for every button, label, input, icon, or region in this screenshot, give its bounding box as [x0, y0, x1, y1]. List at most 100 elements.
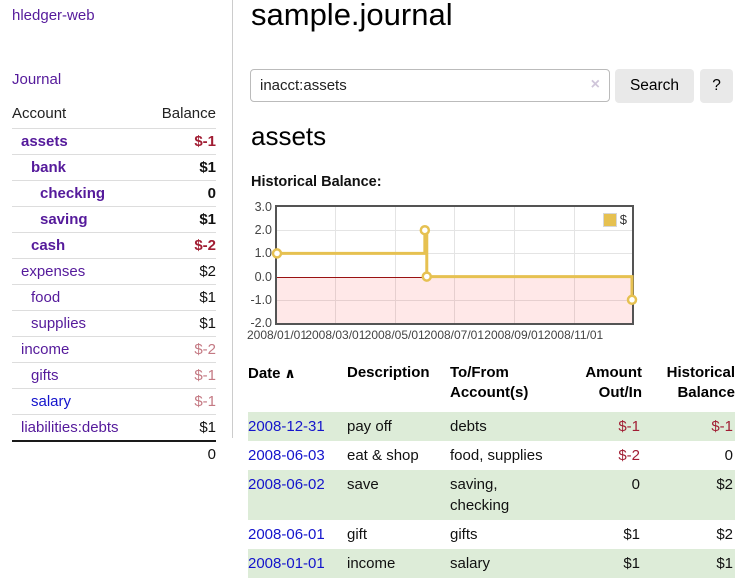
- account-balance: $-1: [147, 128, 216, 155]
- register-table: Date ∧ Description To/From Account(s) Amount…: [248, 360, 735, 578]
- account-title: assets: [251, 121, 327, 151]
- transaction-balance: $-1: [711, 418, 733, 435]
- accounts-table: Account Balance assets $-1 bank $1 checking 0…: [12, 101, 216, 467]
- account-balance: $-2: [147, 232, 216, 259]
- account-row: bank $1: [12, 154, 216, 181]
- account-balance: $-1: [147, 388, 216, 415]
- transaction-balance: $2: [716, 476, 733, 493]
- x-axis-label: 2008/07/01: [423, 328, 485, 342]
- account-row: gifts $-1: [12, 362, 216, 389]
- y-axis-label: 0.0: [254, 269, 272, 284]
- transaction-date-link[interactable]: 2008-12-31: [248, 418, 325, 435]
- app-title-link[interactable]: hledger-web: [12, 7, 95, 24]
- series-line: [277, 228, 634, 300]
- sidebar-item-journal[interactable]: Journal: [12, 71, 62, 88]
- account-row: checking 0: [12, 180, 216, 207]
- series-line-layer: [271, 224, 638, 306]
- transaction-amount: $1: [623, 526, 640, 543]
- register-row: 2008-01-01 income salary $1 $1: [248, 549, 735, 578]
- account-balance: $1: [147, 414, 216, 441]
- grid-line: [514, 207, 516, 323]
- chart-label: Historical Balance:: [251, 174, 382, 190]
- account-link-income[interactable]: income: [21, 341, 70, 358]
- transaction-balance: $1: [716, 555, 733, 572]
- transaction-description: pay off: [347, 418, 392, 435]
- grid-line: [573, 207, 575, 323]
- register-table-body: 2008-12-31 pay off debts $-1 $-1 2008-06-03 ea…: [248, 412, 735, 578]
- account-link-checking[interactable]: checking: [40, 185, 106, 202]
- grid-line: [335, 207, 337, 323]
- accounts-header-account: Account: [12, 105, 67, 122]
- sort-ascending-icon: ∧: [280, 365, 296, 381]
- register-column-header: Amount Out/In: [585, 364, 642, 401]
- accounts-total-row: 0: [12, 440, 216, 467]
- grid-line: [394, 207, 396, 323]
- transaction-date-link[interactable]: 2008-06-01: [248, 526, 325, 543]
- account-link-gifts[interactable]: gifts: [31, 367, 59, 384]
- account-balance: $1: [147, 310, 216, 337]
- search-button[interactable]: Search: [615, 69, 694, 103]
- account-row: assets $-1: [12, 128, 216, 155]
- account-link-expenses[interactable]: expenses: [21, 263, 86, 280]
- register-row: 2008-06-03 eat & shop food, supplies $-2 0: [248, 441, 735, 470]
- transaction-description: gift: [347, 526, 368, 543]
- account-row: salary $-1: [12, 388, 216, 415]
- main-content: sample.journal × Search ? assets Histori…: [246, 0, 742, 582]
- transaction-amount: $1: [623, 555, 640, 572]
- x-axis-label: 2008/11/01: [544, 328, 604, 342]
- register-row: 2008-06-01 gift gifts $1 $2: [248, 520, 735, 549]
- sidebar: hledger-web Journal Account Balance asse…: [0, 0, 233, 467]
- data-point-marker: [271, 248, 283, 259]
- data-point-marker: [421, 271, 433, 282]
- y-axis-label: -1.0: [250, 292, 272, 307]
- grid-line: [454, 207, 455, 323]
- account-link-cash[interactable]: cash: [31, 237, 66, 254]
- account-row: income $-2: [12, 336, 216, 363]
- transaction-date-link[interactable]: 2008-01-01: [248, 555, 325, 572]
- legend: $: [602, 212, 627, 227]
- grid-line: [277, 253, 632, 255]
- accounts-header-balance: Balance: [161, 105, 216, 122]
- search-input-wrap: ×: [250, 69, 612, 102]
- account-balance: $1: [147, 206, 216, 233]
- register-column-header[interactable]: Date ∧: [248, 365, 296, 382]
- account-link-supplies[interactable]: supplies: [31, 315, 87, 332]
- accounts-total-balance: 0: [147, 440, 216, 467]
- register-column-header: Historical Balance: [666, 364, 735, 401]
- register-row: 2008-12-31 pay off debts $-1 $-1: [248, 412, 735, 441]
- x-axis-label: 2008/01/01: [246, 328, 308, 342]
- transaction-date-link[interactable]: 2008-06-03: [248, 447, 325, 464]
- transaction-accounts: salary: [450, 555, 491, 572]
- transaction-description: save: [347, 476, 379, 493]
- x-axis-label: 2008/09/01: [484, 328, 545, 342]
- x-axis-label: 2008/03/01: [305, 328, 366, 342]
- clear-search-icon[interactable]: ×: [590, 76, 600, 93]
- account-link-assets[interactable]: assets: [21, 133, 68, 150]
- search-input[interactable]: [250, 69, 610, 102]
- data-point-marker: [626, 294, 638, 306]
- account-balance: $2: [147, 258, 216, 285]
- legend-label: $: [619, 212, 627, 227]
- account-link-food[interactable]: food: [31, 289, 61, 306]
- account-link-saving[interactable]: saving: [40, 211, 88, 228]
- help-button[interactable]: ?: [700, 69, 733, 103]
- account-balance: $-2: [147, 336, 216, 363]
- register-column-header: Description: [347, 364, 430, 381]
- transaction-description: eat & shop: [347, 447, 419, 464]
- account-balance: 0: [147, 180, 216, 207]
- transaction-date-link[interactable]: 2008-06-02: [248, 476, 325, 493]
- historical-balance-chart: $ 3.0 2.0 1.0 0.0 -1.0 -2.0 2008/01/01 2008/03/…: [246, 200, 680, 348]
- accounts-table-body: assets $-1 bank $1 checking 0 saving $1 cash $-2 e…: [12, 128, 216, 441]
- transaction-amount: 0: [631, 476, 640, 493]
- account-row: food $1: [12, 284, 216, 311]
- transaction-accounts: gifts: [450, 526, 478, 543]
- transaction-amount: $-1: [618, 418, 640, 435]
- account-link-liabilities-debts[interactable]: liabilities:debts: [21, 419, 119, 436]
- account-balance: $1: [147, 154, 216, 181]
- y-axis-label: -2.0: [250, 316, 272, 330]
- search-bar: × Search ?: [250, 69, 742, 103]
- negative-region: [277, 276, 632, 323]
- account-link-bank[interactable]: bank: [31, 159, 67, 176]
- account-link-salary[interactable]: salary: [31, 393, 72, 410]
